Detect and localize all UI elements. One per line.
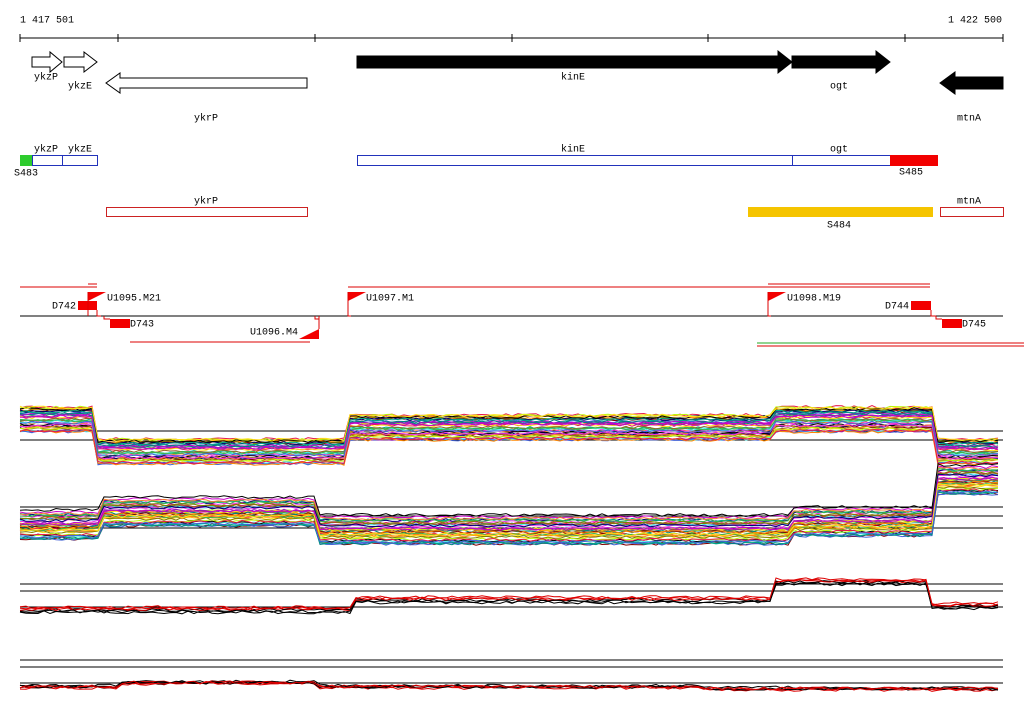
- profile-baselines: [20, 430, 1003, 684]
- profile-line: [19, 423, 999, 460]
- segment-label: S484: [827, 221, 851, 232]
- segment-label: S485: [899, 168, 923, 179]
- profile-line: [19, 407, 999, 443]
- profile-line: [19, 426, 999, 463]
- profile-line: [19, 577, 999, 610]
- feature-track: [20, 155, 1004, 217]
- profile-line: [19, 473, 999, 528]
- probe-label: U1095.M21: [107, 294, 161, 305]
- profile-line: [19, 409, 999, 446]
- profile-line: [19, 580, 999, 612]
- feature-label: mtnA: [957, 197, 981, 208]
- probe-label: U1097.M1: [366, 294, 414, 305]
- gene-label: ogt: [830, 82, 848, 93]
- gene-label: kinE: [561, 72, 585, 84]
- ruler: [19, 34, 1004, 42]
- feature-label: ykzP: [34, 144, 58, 156]
- ruler-end: 1 422 500: [948, 16, 1002, 27]
- probe-label: U1098.M19: [787, 294, 841, 305]
- probe-label: D742: [52, 302, 76, 313]
- profile-line: [19, 680, 999, 691]
- profile-line: [19, 490, 999, 545]
- feature-label: kinE: [561, 144, 585, 156]
- profile-line: [19, 465, 999, 520]
- gene-label: ykrP: [194, 113, 218, 125]
- gene-arrows: [31, 49, 1004, 95]
- profile-line: [19, 488, 999, 542]
- probe-track: [20, 283, 1024, 347]
- profile-line: [19, 466, 998, 521]
- gene-label: mtnA: [957, 114, 981, 125]
- gene-label: ykzE: [68, 81, 92, 93]
- profile-line: [19, 418, 999, 455]
- profile-line: [19, 414, 999, 451]
- profile-line: [19, 489, 999, 544]
- profile-line: [19, 482, 999, 537]
- profile-line: [19, 424, 999, 461]
- expression-profiles: [19, 405, 999, 692]
- profile-line: [19, 428, 999, 465]
- profile-line: [19, 579, 999, 612]
- profile-line: [19, 413, 999, 450]
- feature-label: ykrP: [194, 196, 218, 208]
- probe-label: D745: [962, 320, 986, 331]
- ruler-start: 1 417 501: [20, 16, 74, 27]
- profile-line: [19, 581, 999, 614]
- feature-label: ogt: [830, 145, 848, 156]
- probe-label: D743: [130, 320, 154, 331]
- profile-line: [19, 405, 999, 442]
- probe-label: D744: [885, 302, 909, 313]
- profile-line: [20, 470, 999, 525]
- probe-label: U1096.M4: [250, 328, 298, 339]
- profile-line: [19, 476, 999, 531]
- feature-label: ykzE: [68, 144, 92, 156]
- segment-label: S483: [14, 169, 38, 180]
- profile-line: [19, 420, 999, 457]
- profile-line: [19, 462, 999, 518]
- gene-label: ykzP: [34, 72, 58, 84]
- profile-line: [19, 482, 999, 537]
